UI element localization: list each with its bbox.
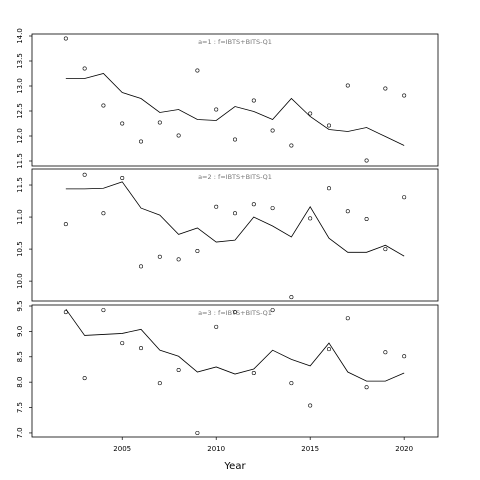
panel-title: a=2 : f=IBTS+BITS-Q1 — [198, 173, 272, 181]
y-tick-label: 10.5 — [16, 241, 24, 257]
y-tick-label: 12.5 — [16, 103, 24, 119]
data-point — [214, 107, 219, 112]
y-tick-label: 9.5 — [16, 300, 24, 311]
data-point — [383, 350, 388, 355]
data-point — [101, 308, 106, 313]
y-tick-label: 11.0 — [16, 209, 24, 225]
y-tick-label: 11.5 — [16, 177, 24, 193]
data-point — [364, 158, 369, 163]
data-point — [120, 175, 125, 180]
data-point — [308, 216, 313, 221]
data-point — [289, 143, 294, 148]
data-point — [176, 367, 181, 372]
data-point — [345, 83, 350, 88]
y-tick-label: 7.5 — [16, 402, 24, 413]
data-point — [289, 295, 294, 300]
y-tick-label: 13.0 — [16, 78, 24, 94]
data-point — [270, 308, 275, 313]
data-point — [120, 121, 125, 126]
data-point — [63, 222, 68, 227]
data-point — [82, 376, 87, 381]
fit-line — [65, 308, 405, 382]
data-point — [345, 316, 350, 321]
data-point — [402, 93, 407, 98]
y-tick-label: 8.0 — [16, 377, 24, 388]
data-point — [308, 111, 313, 116]
panel-frame — [31, 304, 439, 438]
data-point — [157, 381, 162, 386]
data-point — [270, 128, 275, 133]
data-point — [157, 254, 162, 259]
x-axis-label: Year — [223, 461, 246, 472]
data-point — [176, 257, 181, 262]
data-point — [345, 209, 350, 214]
panel-frame — [31, 168, 439, 302]
data-point — [82, 172, 87, 177]
data-point — [214, 324, 219, 329]
y-tick-label: 13.5 — [16, 53, 24, 69]
data-point — [176, 133, 181, 138]
panel-title: a=1 : f=IBTS+BITS-Q1 — [198, 38, 272, 46]
y-tick-label: 8.5 — [16, 351, 24, 362]
data-point — [101, 211, 106, 216]
data-point — [326, 123, 331, 128]
x-tick-label: 2010 — [207, 445, 225, 453]
data-point — [270, 206, 275, 211]
data-point — [214, 204, 219, 209]
data-point — [139, 346, 144, 351]
data-point — [308, 403, 313, 408]
data-point — [402, 195, 407, 200]
data-point — [364, 385, 369, 390]
data-point — [383, 247, 388, 252]
data-point — [289, 381, 294, 386]
y-tick-label: 7.0 — [16, 427, 24, 438]
data-point — [326, 186, 331, 191]
data-point — [364, 216, 369, 221]
data-point — [139, 139, 144, 144]
panel-frame — [31, 33, 439, 167]
data-point — [63, 36, 68, 41]
fit-line — [65, 181, 405, 257]
data-point — [326, 347, 331, 352]
data-point — [101, 103, 106, 108]
data-point — [195, 249, 200, 254]
data-point — [383, 86, 388, 91]
data-point — [251, 371, 256, 376]
fit-line — [65, 73, 405, 146]
data-point — [251, 202, 256, 207]
data-point — [195, 68, 200, 73]
data-point — [233, 310, 238, 315]
data-point — [157, 120, 162, 125]
y-tick-label: 11.5 — [16, 153, 24, 169]
x-tick-label: 2015 — [301, 445, 319, 453]
data-point — [195, 430, 200, 435]
data-point — [402, 354, 407, 359]
data-point — [139, 264, 144, 269]
y-tick-label: 9.0 — [16, 326, 24, 337]
y-tick-label: 10.0 — [16, 273, 24, 289]
data-point — [120, 341, 125, 346]
x-tick-label: 2005 — [113, 445, 131, 453]
panel-title: a=3 : f=IBTS+BITS-Q1 — [198, 309, 272, 317]
data-point — [233, 137, 238, 142]
x-tick-label: 2020 — [395, 445, 413, 453]
data-point — [233, 211, 238, 216]
y-tick-label: 12.0 — [16, 128, 24, 144]
data-point — [251, 98, 256, 103]
data-point — [82, 66, 87, 71]
y-tick-label: 14.0 — [16, 28, 24, 44]
